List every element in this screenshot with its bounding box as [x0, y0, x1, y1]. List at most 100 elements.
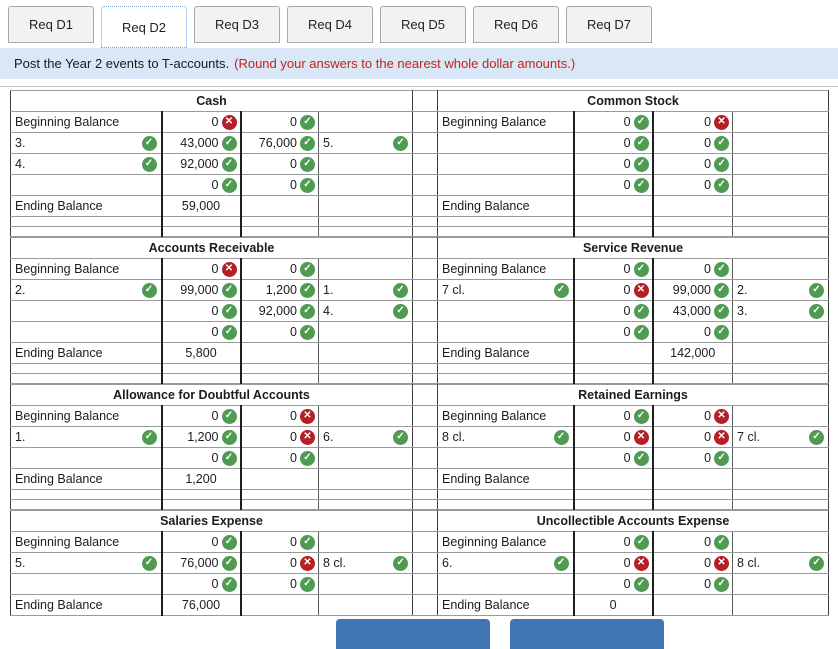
service-revenue-debit-cell-r2[interactable]: 0 ✕	[573, 279, 654, 301]
retained-earnings-debit-cell-r3[interactable]: 0 ✓	[573, 447, 654, 469]
common-stock-entry-label-r3[interactable]	[437, 153, 575, 175]
accounts-receivable-entry-label-r3[interactable]	[10, 300, 163, 322]
retained-earnings-debit-cell-r1[interactable]: 0 ✓	[573, 405, 654, 427]
cash-debit-cell-r1[interactable]: 0 ✕	[161, 111, 242, 133]
cash-entry-label-right-r2[interactable]: 5. ✓	[318, 132, 414, 154]
cash-debit-cell-r2[interactable]: 43,000 ✓	[161, 132, 242, 154]
service-revenue-entry-label-right-r4[interactable]	[732, 321, 829, 343]
cash-entry-label-right-r3[interactable]	[318, 153, 414, 175]
accounts-receivable-credit-cell-r2[interactable]: 1,200 ✓	[240, 279, 319, 301]
allowance-for-doubtful-accounts-entry-label-r2[interactable]: 1. ✓	[10, 426, 163, 448]
common-stock-entry-label-r2[interactable]	[437, 132, 575, 154]
common-stock-credit-cell-r1[interactable]: 0 ✕	[652, 111, 734, 133]
accounts-receivable-entry-label-r2[interactable]: 2. ✓	[10, 279, 163, 301]
common-stock-entry-label-right-r4[interactable]	[732, 174, 830, 196]
retained-earnings-entry-label-r3[interactable]	[437, 447, 575, 469]
tab-req-d2[interactable]: Req D2	[101, 6, 187, 48]
common-stock-credit-cell-r4[interactable]: 0 ✓	[652, 174, 734, 196]
tab-req-d6[interactable]: Req D6	[473, 6, 559, 43]
tab-req-d4[interactable]: Req D4	[287, 6, 373, 43]
accounts-receivable-debit-cell-r3[interactable]: 0 ✓	[161, 300, 242, 322]
uncollectible-accounts-expense-entry-label-right-r3[interactable]	[732, 573, 830, 595]
tab-req-d5[interactable]: Req D5	[380, 6, 466, 43]
cash-debit-cell-r3[interactable]: 92,000 ✓	[161, 153, 242, 175]
allowance-for-doubtful-accounts-debit-cell-r1[interactable]: 0 ✓	[161, 405, 242, 427]
retained-earnings-credit-cell-r3[interactable]: 0 ✓	[652, 447, 734, 469]
salaries-expense-debit-cell-r1[interactable]: 0 ✓	[161, 531, 242, 553]
cash-debit-cell-r4[interactable]: 0 ✓	[161, 174, 242, 196]
common-stock-entry-label-right-r2[interactable]	[732, 132, 830, 154]
uncollectible-accounts-expense-credit-cell-r3[interactable]: 0 ✓	[652, 573, 734, 595]
service-revenue-debit-cell-r4[interactable]: 0 ✓	[573, 321, 654, 343]
allowance-for-doubtful-accounts-credit-cell-r1[interactable]: 0 ✕	[240, 405, 319, 427]
service-revenue-debit-cell-r1[interactable]: 0 ✓	[573, 258, 654, 280]
salaries-expense-credit-cell-r2[interactable]: 0 ✕	[240, 552, 319, 574]
accounts-receivable-debit-cell-r2[interactable]: 99,000 ✓	[161, 279, 242, 301]
allowance-for-doubtful-accounts-entry-label-right-r2[interactable]: 6. ✓	[318, 426, 414, 448]
allowance-for-doubtful-accounts-debit-cell-r2[interactable]: 1,200 ✓	[161, 426, 242, 448]
cash-credit-cell-r1[interactable]: 0 ✓	[240, 111, 319, 133]
accounts-receivable-debit-cell-r1[interactable]: 0 ✕	[161, 258, 242, 280]
uncollectible-accounts-expense-entry-label-right-r2[interactable]: 8 cl. ✓	[732, 552, 830, 574]
footer-button-2[interactable]	[510, 619, 664, 649]
uncollectible-accounts-expense-entry-label-r3[interactable]	[437, 573, 575, 595]
uncollectible-accounts-expense-entry-label-r2[interactable]: 6. ✓	[437, 552, 575, 574]
cash-credit-cell-r2[interactable]: 76,000 ✓	[240, 132, 319, 154]
common-stock-credit-cell-r3[interactable]: 0 ✓	[652, 153, 734, 175]
footer-button-1[interactable]	[336, 619, 490, 649]
uncollectible-accounts-expense-debit-cell-r2[interactable]: 0 ✕	[573, 552, 654, 574]
cash-entry-label-r4[interactable]	[10, 174, 163, 196]
service-revenue-credit-cell-r2[interactable]: 99,000 ✓	[652, 279, 733, 301]
accounts-receivable-entry-label-r4[interactable]	[10, 321, 163, 343]
cash-entry-label-r2[interactable]: 3. ✓	[10, 132, 163, 154]
salaries-expense-entry-label-r2[interactable]: 5. ✓	[10, 552, 163, 574]
salaries-expense-entry-label-right-r2[interactable]: 8 cl. ✓	[318, 552, 414, 574]
accounts-receivable-credit-cell-r4[interactable]: 0 ✓	[240, 321, 319, 343]
uncollectible-accounts-expense-credit-cell-r2[interactable]: 0 ✕	[652, 552, 734, 574]
cash-entry-label-right-r4[interactable]	[318, 174, 414, 196]
service-revenue-entry-label-r3[interactable]	[437, 300, 575, 322]
salaries-expense-entry-label-right-r3[interactable]	[318, 573, 414, 595]
allowance-for-doubtful-accounts-entry-label-r3[interactable]	[10, 447, 163, 469]
cash-credit-cell-r3[interactable]: 0 ✓	[240, 153, 319, 175]
tab-req-d1[interactable]: Req D1	[8, 6, 94, 43]
common-stock-debit-cell-r4[interactable]: 0 ✓	[573, 174, 654, 196]
tab-req-d7[interactable]: Req D7	[566, 6, 652, 43]
common-stock-debit-cell-r3[interactable]: 0 ✓	[573, 153, 654, 175]
uncollectible-accounts-expense-credit-cell-r1[interactable]: 0 ✓	[652, 531, 734, 553]
retained-earnings-credit-cell-r1[interactable]: 0 ✕	[652, 405, 734, 427]
service-revenue-credit-cell-r3[interactable]: 43,000 ✓	[652, 300, 733, 322]
service-revenue-credit-cell-r1[interactable]: 0 ✓	[652, 258, 733, 280]
retained-earnings-debit-cell-r2[interactable]: 0 ✕	[573, 426, 654, 448]
accounts-receivable-credit-cell-r3[interactable]: 92,000 ✓	[240, 300, 319, 322]
salaries-expense-entry-label-r3[interactable]	[10, 573, 163, 595]
accounts-receivable-entry-label-right-r3[interactable]: 4. ✓	[318, 300, 413, 322]
salaries-expense-debit-cell-r3[interactable]: 0 ✓	[161, 573, 242, 595]
uncollectible-accounts-expense-debit-cell-r1[interactable]: 0 ✓	[573, 531, 654, 553]
salaries-expense-credit-cell-r1[interactable]: 0 ✓	[240, 531, 319, 553]
salaries-expense-credit-cell-r3[interactable]: 0 ✓	[240, 573, 319, 595]
allowance-for-doubtful-accounts-credit-cell-r2[interactable]: 0 ✕	[240, 426, 319, 448]
service-revenue-entry-label-right-r3[interactable]: 3. ✓	[732, 300, 829, 322]
salaries-expense-debit-cell-r2[interactable]: 76,000 ✓	[161, 552, 242, 574]
service-revenue-entry-label-r2[interactable]: 7 cl. ✓	[437, 279, 575, 301]
common-stock-credit-cell-r2[interactable]: 0 ✓	[652, 132, 734, 154]
allowance-for-doubtful-accounts-entry-label-right-r3[interactable]	[318, 447, 414, 469]
accounts-receivable-entry-label-right-r2[interactable]: 1. ✓	[318, 279, 413, 301]
allowance-for-doubtful-accounts-debit-cell-r3[interactable]: 0 ✓	[161, 447, 242, 469]
retained-earnings-entry-label-r2[interactable]: 8 cl. ✓	[437, 426, 575, 448]
retained-earnings-entry-label-right-r3[interactable]	[732, 447, 830, 469]
common-stock-debit-cell-r2[interactable]: 0 ✓	[573, 132, 654, 154]
accounts-receivable-entry-label-right-r4[interactable]	[318, 321, 413, 343]
accounts-receivable-debit-cell-r4[interactable]: 0 ✓	[161, 321, 242, 343]
common-stock-entry-label-right-r3[interactable]	[732, 153, 830, 175]
accounts-receivable-credit-cell-r1[interactable]: 0 ✓	[240, 258, 319, 280]
common-stock-debit-cell-r1[interactable]: 0 ✓	[573, 111, 654, 133]
service-revenue-debit-cell-r3[interactable]: 0 ✓	[573, 300, 654, 322]
service-revenue-entry-label-r4[interactable]	[437, 321, 575, 343]
uncollectible-accounts-expense-debit-cell-r3[interactable]: 0 ✓	[573, 573, 654, 595]
cash-entry-label-r3[interactable]: 4. ✓	[10, 153, 163, 175]
allowance-for-doubtful-accounts-credit-cell-r3[interactable]: 0 ✓	[240, 447, 319, 469]
common-stock-entry-label-r4[interactable]	[437, 174, 575, 196]
service-revenue-entry-label-right-r2[interactable]: 2. ✓	[732, 279, 829, 301]
